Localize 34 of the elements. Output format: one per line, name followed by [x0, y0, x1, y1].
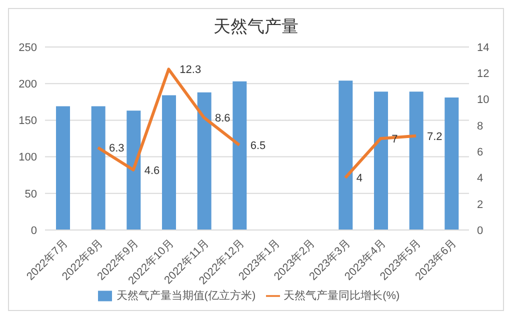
bar — [409, 92, 424, 230]
bar — [232, 81, 247, 230]
y2-tick-label: 0 — [477, 224, 484, 237]
data-label: 6.3 — [109, 142, 124, 155]
y-tick-label: 150 — [18, 115, 37, 128]
y2-tick-label: 2 — [477, 198, 484, 211]
bar — [162, 95, 176, 230]
bar — [338, 80, 353, 230]
y2-tick-label: 10 — [477, 94, 490, 106]
bar — [197, 92, 212, 230]
y2-tick-label: 8 — [477, 120, 484, 132]
data-label: 8.6 — [215, 112, 230, 124]
legend-label: 天然气产量当期值(亿立方米) — [116, 290, 256, 302]
bar — [56, 106, 70, 230]
data-label: 6.5 — [250, 140, 266, 152]
y-tick-label: 200 — [18, 78, 37, 91]
legend-label: 天然气产量同比增长(%) — [284, 290, 400, 302]
data-label: 12.3 — [180, 64, 202, 76]
chart-title: 天然气产量 — [212, 16, 300, 38]
data-label: 4.6 — [144, 164, 160, 177]
y2-tick-label: 6 — [477, 146, 484, 158]
y2-tick-label: 12 — [477, 68, 490, 80]
bar — [444, 98, 459, 230]
y2-tick-label: 4 — [477, 172, 484, 185]
data-label: 4 — [356, 172, 362, 185]
y-tick-label: 100 — [18, 152, 37, 164]
data-label: 7.2 — [427, 130, 442, 143]
y-tick-label: 50 — [24, 188, 37, 200]
bar — [91, 106, 106, 230]
y-tick-label: 0 — [30, 224, 37, 237]
y2-tick-label: 14 — [477, 42, 490, 54]
y-tick-label: 250 — [18, 42, 37, 54]
bar — [126, 110, 141, 230]
bar — [374, 92, 388, 230]
